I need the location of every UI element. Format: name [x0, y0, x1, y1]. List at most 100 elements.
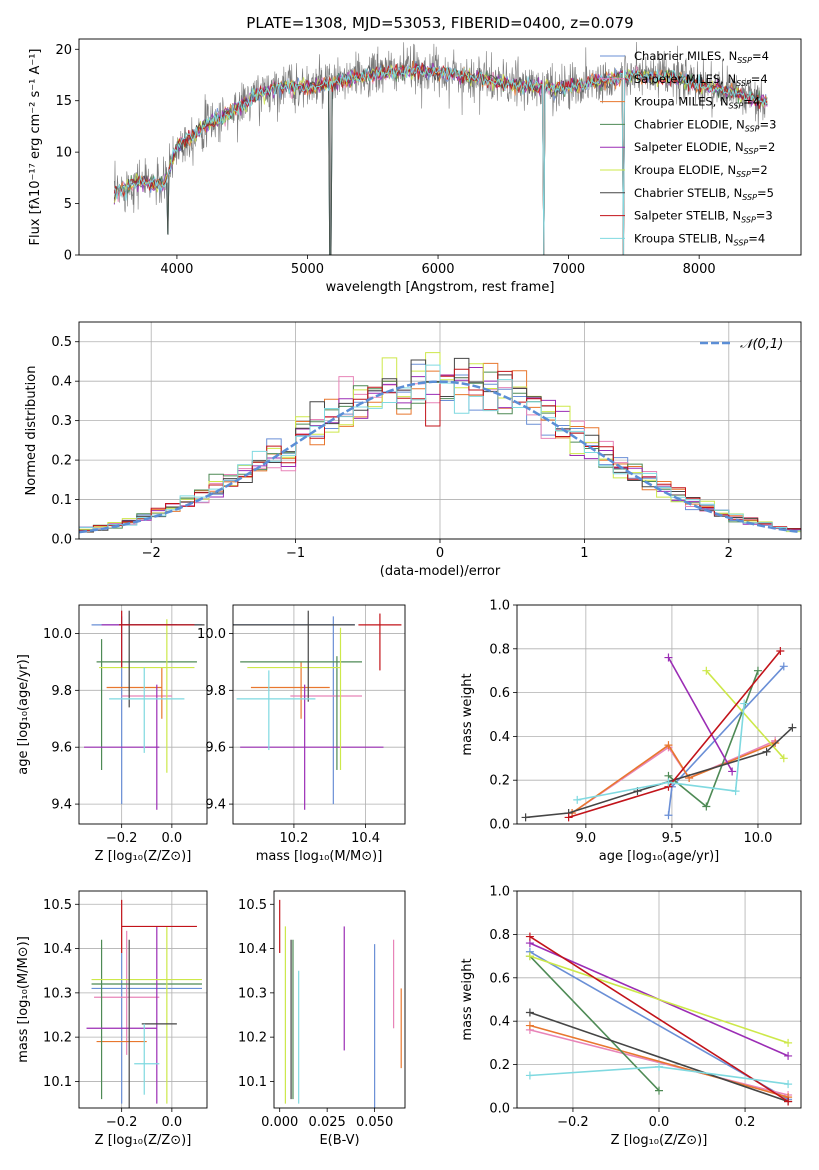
y-tick-label: 0.8 — [489, 642, 510, 657]
weight-marker-2 — [525, 1021, 534, 1030]
y-tick-label: 0.6 — [489, 971, 510, 986]
plot-area — [525, 932, 793, 1106]
weight-line-6 — [529, 1011, 789, 1103]
x-tick-label: 10.4 — [351, 831, 380, 846]
weight-marker-6 — [521, 813, 530, 822]
x-tick-label: −0.2 — [106, 1115, 138, 1130]
y-tick-label: 0.2 — [51, 454, 72, 469]
weight-marker-7 — [784, 1097, 793, 1106]
y-tick-label: 0.3 — [51, 414, 72, 429]
axes-frame — [273, 890, 406, 1109]
weight-marker-8 — [655, 1062, 663, 1071]
y-tick-label: 1.0 — [489, 599, 510, 614]
normal-curve — [79, 380, 801, 534]
y-tick-label: 0.0 — [489, 818, 510, 833]
plot-area — [113, 41, 768, 255]
y-axis-label: mass weight — [460, 958, 475, 1040]
weight-marker-0 — [779, 662, 788, 671]
y-tick-label: 15 — [55, 94, 72, 109]
y-tick-label: 10.3 — [238, 986, 267, 1001]
weight-marker-3 — [702, 802, 711, 811]
legend-label-7: Salpeter STELIB, NSSP=3 — [634, 209, 773, 225]
y-tick-label: 20 — [55, 43, 72, 58]
axes-age-vs-mass: 10.2 10.4 9.4 9.6 9.8 10.0 mass [log₁₀(M/M⊙)] — [197, 604, 406, 864]
y-tick-label: 10.2 — [238, 1031, 267, 1046]
y-tick-label: 10.5 — [43, 898, 72, 913]
legend-label-0: Chabrier MILES, NSSP=4 — [634, 49, 769, 65]
weight-marker-5 — [525, 952, 534, 961]
axes-frame — [78, 890, 208, 1109]
x-tick-label: 6000 — [421, 262, 454, 277]
y-axis-label: age [log₁₀(age/yr)] — [16, 654, 31, 775]
histogram-8 — [79, 364, 801, 539]
y-tick-label: 0.8 — [489, 928, 510, 943]
weight-marker-7 — [525, 932, 534, 941]
x-tick-label: 10.0 — [743, 831, 772, 846]
y-tick-label: 10.3 — [43, 986, 72, 1001]
weight-line-5 — [529, 955, 789, 1044]
y-axis-label: Normed distribution — [24, 366, 39, 496]
spectrum-legend: Chabrier MILES, NSSP=4 Salpeter MILES, NS… — [600, 49, 776, 247]
figure-title: PLATE=1308, MJD=53053, FIBERID=0400, z=0… — [246, 14, 633, 32]
y-tick-label: 0 — [64, 249, 72, 264]
x-axis-label: E(B-V) — [319, 1133, 359, 1148]
x-tick-label: 0.025 — [309, 1115, 346, 1130]
axes-frame — [516, 890, 802, 1109]
x-axis-label: Z [log₁₀(Z/Z⊙)] — [95, 849, 192, 864]
weight-line-2 — [529, 1024, 789, 1098]
weight-marker-8 — [573, 795, 582, 804]
weight-marker-8 — [731, 787, 740, 796]
weight-marker-3 — [753, 666, 762, 675]
weight-line-8 — [577, 703, 745, 801]
weight-marker-8 — [784, 1080, 793, 1089]
y-tick-label: 10.2 — [43, 1031, 72, 1046]
x-axis-label: Z [log₁₀(Z/Z⊙)] — [611, 1133, 708, 1148]
axes-residuals: −2 −1 0 1 2 0.0 0.1 0.2 0.3 0.4 0.5 (data-model)/er… — [24, 321, 802, 579]
y-tick-label: 10.1 — [43, 1075, 72, 1090]
weight-line-5 — [705, 670, 785, 759]
weight-marker-6 — [788, 723, 797, 732]
weight-marker-7 — [564, 813, 573, 822]
legend-label-normal: 𝒩(0,1) — [740, 337, 783, 352]
y-tick-label: 10.1 — [238, 1075, 267, 1090]
y-tick-label: 9.6 — [51, 741, 72, 756]
x-tick-label: 5000 — [291, 262, 324, 277]
x-tick-label: 0.2 — [735, 1115, 756, 1130]
x-axis-label: age [log₁₀(age/yr)] — [599, 849, 720, 864]
weight-marker-6 — [762, 747, 771, 756]
y-tick-label: 0.1 — [51, 493, 72, 508]
legend-label-1: Salpeter MILES, NSSP=4 — [634, 72, 768, 88]
weight-line-2 — [571, 742, 776, 814]
weight-marker-0 — [664, 811, 673, 820]
y-tick-label: 9.4 — [205, 798, 226, 813]
y-tick-label: 10.4 — [43, 942, 72, 957]
legend-label-6: Chabrier STELIB, NSSP=5 — [634, 186, 774, 202]
x-tick-label: 0.0 — [162, 1115, 183, 1130]
x-tick-label: 10.2 — [279, 831, 308, 846]
y-tick-label: 10.5 — [238, 898, 267, 913]
y-axis-label: Flux [fλ10⁻¹⁷ erg cm⁻² s⁻¹ A⁻¹] — [28, 49, 43, 246]
plot-area — [86, 899, 202, 1108]
y-tick-label: 9.8 — [51, 684, 72, 699]
y-tick-label: 0.4 — [489, 1015, 510, 1030]
weight-line-1 — [529, 1029, 789, 1096]
y-tick-label: 9.4 — [51, 798, 72, 813]
y-tick-label: 5 — [64, 197, 72, 212]
y-tick-label: 9.6 — [205, 741, 226, 756]
y-tick-label: 0.0 — [489, 1102, 510, 1117]
residual-legend: 𝒩(0,1) — [700, 337, 783, 352]
y-tick-label: 10.0 — [197, 627, 226, 642]
y-axis-label: mass weight — [460, 673, 475, 755]
y-tick-label: 1.0 — [489, 885, 510, 900]
x-tick-label: −1 — [286, 546, 305, 561]
x-axis-label: mass [log₁₀(M/M⊙)] — [256, 849, 383, 864]
weight-marker-8 — [664, 778, 673, 787]
legend-label-8: Kroupa STELIB, NSSP=4 — [634, 231, 765, 247]
weight-marker-8 — [525, 1071, 534, 1080]
x-axis-label: Z [log₁₀(Z/Z⊙)] — [95, 1133, 192, 1148]
x-tick-label: 2 — [725, 546, 733, 561]
x-axis-label: (data-model)/error — [380, 564, 501, 579]
weight-marker-2 — [664, 741, 673, 750]
x-tick-label: −0.2 — [106, 831, 138, 846]
